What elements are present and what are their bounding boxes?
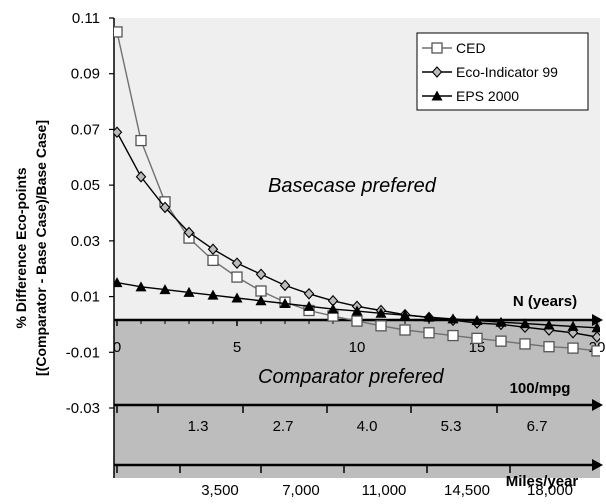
legend-marker [431, 66, 443, 78]
series-point [159, 284, 171, 295]
series-point [447, 313, 459, 324]
series-point [543, 319, 555, 330]
series-point [423, 311, 435, 322]
axis-label: N (years) [513, 293, 577, 310]
series-point [399, 309, 411, 320]
series-point [351, 315, 363, 327]
series-point [495, 335, 507, 347]
series-point [567, 342, 579, 354]
series-point [135, 170, 147, 183]
axis-label: 100/mpg [510, 380, 571, 397]
miles-tick-label: 14,500 [444, 482, 490, 499]
mpg-tick-label: 1.3 [188, 418, 209, 435]
series-point [399, 324, 411, 336]
series-point [567, 320, 579, 331]
series-point [183, 226, 195, 239]
series-point [351, 305, 363, 316]
lower-region-background [114, 320, 600, 478]
series-point [114, 277, 123, 288]
y-tick-label: -0.03 [66, 400, 100, 417]
legend-marker [431, 42, 443, 54]
n-years-tick-label: 5 [233, 339, 241, 356]
n-years-tick-label: 10 [349, 339, 366, 356]
legend-label: EPS 2000 [456, 88, 519, 104]
series-point [114, 126, 123, 139]
lower-region-label: Comparator prefered [258, 366, 445, 388]
axis-label: Miles/year [506, 473, 579, 490]
legend: CED Eco-Indicator 99 EPS 2000 [416, 32, 589, 111]
series-point [519, 338, 531, 350]
y-tick-label: 0.01 [71, 289, 100, 306]
legend-marker [431, 90, 443, 101]
series-point [423, 327, 435, 339]
series-point [591, 345, 600, 357]
series-point [327, 303, 339, 314]
series-point [135, 134, 147, 147]
y-tick-label: 0.09 [71, 66, 100, 83]
mpg-tick-label: 5.3 [441, 418, 462, 435]
series-point [231, 257, 243, 269]
mpg-tick-label: 6.7 [527, 418, 548, 435]
axis-arrowhead [592, 399, 603, 411]
y-tick-label: -0.01 [66, 344, 100, 361]
series-point [231, 292, 243, 303]
series-point [279, 298, 291, 309]
series-point [591, 322, 600, 333]
axis-arrowhead [592, 459, 603, 471]
mpg-tick-label: 4.0 [357, 418, 378, 435]
miles-tick-label: 18,000 [527, 482, 573, 499]
series-point [279, 279, 291, 292]
series-group [114, 26, 600, 357]
series-point [183, 286, 195, 297]
mpg-tick-label: 2.7 [273, 418, 294, 435]
series-point [303, 300, 315, 311]
legend-label: Eco-Indicator 99 [456, 64, 558, 80]
series-point [159, 201, 171, 214]
y-tick-label: 0.03 [71, 233, 100, 250]
miles-tick-label: 3,500 [201, 482, 239, 499]
y-ticks: 0.11 0.09 0.07 0.05 0.03 0.01 -0.01 -0.03 [66, 10, 114, 417]
y-tick-label: 0.05 [71, 177, 100, 194]
series-point [207, 254, 219, 267]
miles-tick-label: 11,000 [362, 482, 407, 499]
series-point [375, 320, 387, 332]
upper-region-label: Basecase prefered [268, 175, 437, 197]
series-eps-2000 [114, 277, 600, 333]
legend-items: CED Eco-Indicator 99 EPS 2000 [422, 40, 558, 104]
series-point [519, 318, 531, 329]
series-point [255, 285, 267, 297]
series-point [543, 341, 555, 353]
series-point [207, 243, 219, 256]
series-point [471, 332, 483, 345]
y-tick-label: 0.07 [71, 121, 100, 138]
series-point [135, 281, 147, 292]
series-point [375, 307, 387, 318]
n-years-tick-label: 0 [113, 339, 121, 356]
miles-tick-label: 7,000 [282, 482, 320, 499]
series-point [495, 316, 507, 327]
series-point [447, 329, 459, 342]
y-tick-label: 0.11 [72, 10, 100, 27]
y-axis-label-line2: [(Comparator - Base Case)/Base Case] [33, 120, 49, 376]
series-point [207, 289, 219, 300]
series-point [471, 315, 483, 326]
series-point [303, 287, 315, 300]
y-axis-label-line1: % Difference Eco-points [13, 167, 29, 328]
series-point [255, 268, 267, 281]
series-point [231, 271, 243, 283]
legend-label: CED [456, 40, 486, 56]
series-point [591, 331, 600, 343]
series-point [114, 26, 123, 38]
series-point [255, 295, 267, 306]
